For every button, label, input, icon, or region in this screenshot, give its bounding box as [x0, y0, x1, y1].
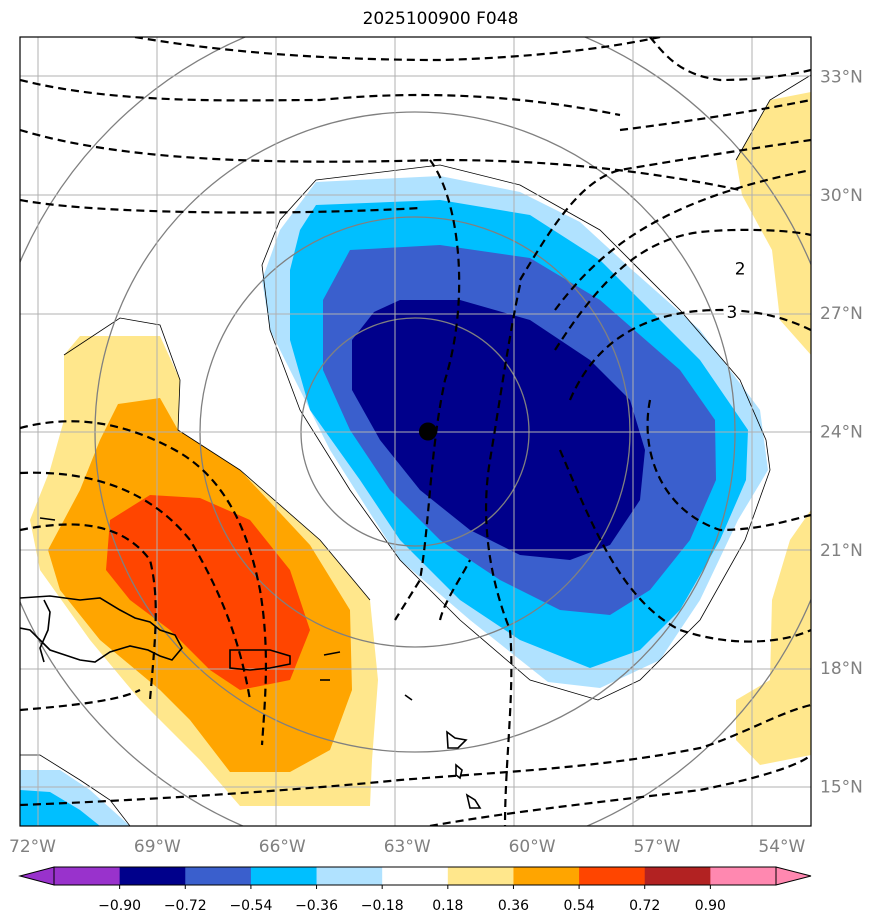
map-title: 2025100900 F048: [362, 9, 519, 29]
colorbar-tick-label: −0.18: [361, 898, 404, 914]
colorbar-bin: [250, 867, 318, 885]
lat-tick-label: 33°N: [820, 67, 863, 87]
colorbar-under-extension: [18, 866, 55, 886]
lon-tick-label: 66°W: [259, 837, 306, 857]
outline-contours: [20, 74, 811, 826]
colorbar-tick-label: 0.90: [695, 898, 726, 914]
colorbar-tick-label: 0.72: [629, 898, 660, 914]
colorbar-frame: [53, 866, 777, 886]
contour-label: 2: [735, 260, 746, 280]
colorbar-tick-label: −0.72: [164, 898, 207, 914]
storm-center-marker: [418, 422, 437, 441]
colorbar-tick-label: −0.54: [229, 898, 272, 914]
longitude-tick-labels: 72°W 69°W 66°W 63°W 60°W 57°W 54°W: [9, 837, 806, 857]
colorbar-tick-label: 0.36: [498, 898, 529, 914]
map-frame: [19, 36, 812, 827]
lon-tick-label: 54°W: [758, 837, 805, 857]
dashed-contours: [20, 37, 811, 826]
east-anomaly-yellow-1: [736, 92, 811, 355]
contour-label-bg: [732, 260, 749, 278]
colorbar-over-extension: [775, 866, 812, 886]
negative-anomaly-navy: [352, 300, 645, 560]
lat-tick-label: 24°N: [820, 423, 863, 443]
gridlines: [20, 37, 811, 826]
colorbar-bin: [447, 867, 514, 885]
lat-tick-label: 30°N: [820, 186, 863, 206]
lon-tick-label: 63°W: [384, 837, 431, 857]
colorbar-bin: [513, 867, 580, 885]
lat-tick-label: 21°N: [820, 541, 863, 561]
colorbar-tick-labels: −0.90 −0.72 −0.54 −0.36 −0.18 0.18 0.36 0.54 0.7…: [98, 885, 726, 914]
contour-label: 3: [726, 303, 737, 323]
lat-tick-label: 18°N: [820, 659, 863, 679]
colorbar-bin: [316, 867, 383, 885]
colorbar-bin: [579, 867, 646, 885]
shaded-field: [20, 92, 811, 826]
colorbar-bin: [710, 867, 777, 885]
colorbar-bin: [644, 867, 711, 885]
lon-tick-label: 72°W: [9, 837, 56, 857]
latitude-tick-labels: 33°N 30°N 27°N 24°N 21°N 18°N 15°N: [820, 67, 863, 797]
coastlines: [20, 517, 482, 809]
colorbar-bin: [54, 867, 121, 885]
colorbar-bin: [119, 867, 186, 885]
colorbar-tick-label: 0.54: [564, 898, 595, 914]
lon-tick-label: 69°W: [134, 837, 181, 857]
colorbar: [18, 866, 812, 886]
colorbar-bin: [382, 867, 449, 885]
lon-tick-label: 57°W: [633, 837, 680, 857]
colorbar-tick-label: −0.36: [295, 898, 338, 914]
colorbar-tick-label: −0.90: [98, 898, 141, 914]
lat-tick-label: 27°N: [820, 304, 863, 324]
colorbar-bin: [185, 867, 252, 885]
colorbar-tick-label: 0.18: [432, 898, 463, 914]
sw-anomaly-cyan: [20, 790, 100, 826]
contour-label-bg: [723, 304, 740, 322]
lon-tick-label: 60°W: [509, 837, 556, 857]
lat-tick-label: 15°N: [820, 778, 863, 798]
contour-labels: 23: [723, 260, 749, 323]
east-anomaly-yellow-2: [736, 510, 811, 765]
